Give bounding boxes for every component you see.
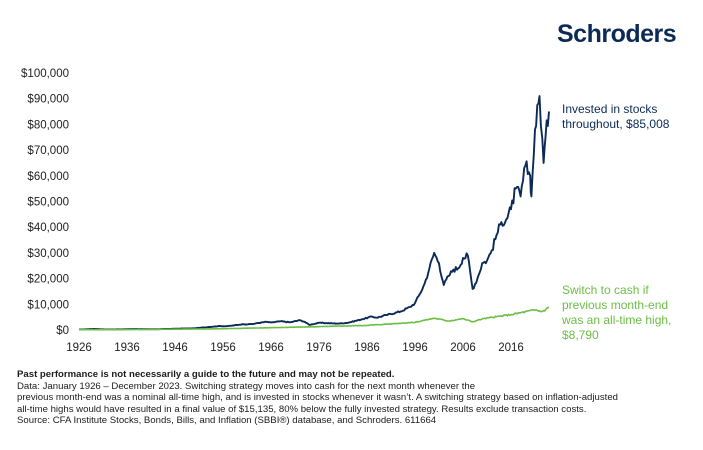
switch-annotation: was an all-time high, — [561, 313, 671, 327]
y-tick-label: $30,000 — [27, 248, 69, 260]
switch-annotation: Switch to cash if — [562, 283, 649, 297]
y-tick-label: $20,000 — [27, 274, 69, 286]
footnote-line-2: previous month-end was a nominal all-tim… — [17, 392, 618, 404]
stocks-series-line — [78, 95, 550, 331]
disclaimer-text: Past performance is not necessarily a gu… — [17, 369, 395, 380]
y-axis: $0 $10,000 $20,000 $30,000 $40,000 $50,000 $60… — [21, 68, 69, 337]
y-tick-label: $0 — [56, 325, 69, 337]
x-tick-label: 2016 — [498, 342, 524, 354]
line-chart: $0 $10,000 $20,000 $30,000 $40,000 $50,000 $60… — [21, 68, 671, 354]
x-tick-label: 1976 — [306, 342, 332, 354]
x-tick-label: 1946 — [162, 342, 188, 354]
x-tick-label: 2006 — [450, 342, 476, 354]
stocks-annotation: Invested in stocks — [562, 102, 657, 116]
x-tick-label: 1926 — [66, 342, 92, 354]
footnote-source: Source: CFA Institute Stocks, Bonds, Bil… — [17, 415, 437, 427]
footnote-line-3: all-time highs would have resulted in a … — [17, 403, 587, 415]
x-tick-label: 1986 — [354, 342, 380, 354]
footnote-line-1: Data: January 1926 – December 2023. Swit… — [17, 380, 476, 392]
y-tick-label: $60,000 — [27, 171, 69, 183]
y-tick-label: $80,000 — [27, 119, 69, 131]
y-tick-label: $50,000 — [27, 197, 69, 209]
x-axis: 1926 1936 1946 1956 1966 1976 1986 1996 2006 2016 — [66, 342, 524, 354]
stocks-annotation: throughout, $85,008 — [562, 117, 670, 131]
y-tick-label: $100,000 — [21, 68, 69, 80]
series-layer — [78, 95, 550, 331]
y-tick-label: $90,000 — [27, 94, 69, 106]
x-tick-label: 1936 — [114, 342, 140, 354]
switch-annotation: $8,790 — [562, 328, 599, 342]
brand-logo: Schroders — [557, 20, 677, 48]
x-tick-label: 1956 — [210, 342, 236, 354]
switch-annotation: previous month-end — [562, 298, 668, 312]
x-tick-label: 1996 — [402, 342, 428, 354]
x-tick-label: 1966 — [258, 342, 284, 354]
y-tick-label: $70,000 — [27, 145, 69, 157]
switch-series-line — [79, 306, 550, 331]
y-tick-label: $40,000 — [27, 222, 69, 234]
footnotes: Past performance is not necessarily a gu… — [17, 369, 697, 427]
y-tick-label: $10,000 — [27, 299, 69, 311]
